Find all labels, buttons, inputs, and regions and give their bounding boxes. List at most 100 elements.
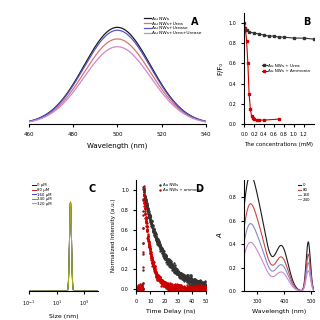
Au NWs+Urea [135, 50, 139, 54]
Au NWs + ammonia [134, 285, 138, 289]
160 [242, 240, 246, 244]
Au NWs+Urea [215, 121, 219, 125]
160 μM [94, 289, 98, 293]
Au NWs + ammonia [148, 247, 152, 251]
Au NWs [179, 274, 183, 278]
Au NWs + Ammonia [247, 92, 251, 96]
160 μM [27, 289, 31, 293]
240 μM [94, 289, 98, 293]
Au NWs + Ammonia [252, 117, 256, 121]
160 [249, 222, 252, 226]
240 μM [68, 200, 72, 204]
240 [249, 240, 252, 244]
0 μM [82, 289, 85, 293]
160 μM [59, 289, 63, 293]
0 [242, 204, 246, 208]
Line: Au NWs + Urea: Au NWs + Urea [243, 29, 315, 40]
Line: Au NWs + Ammonia: Au NWs + Ammonia [243, 22, 280, 121]
Au NWs+Urea+Urease [16, 121, 20, 125]
240 μM [96, 289, 100, 293]
80 μM [30, 289, 34, 293]
Au NWs + Ammonia [277, 117, 281, 121]
240 [291, 285, 295, 289]
Text: C: C [88, 184, 95, 194]
Au NWs+Urea+Urease [215, 121, 219, 125]
Au NWs + Urea [257, 32, 261, 36]
Au NWs + Ammonia [262, 118, 266, 122]
Au NWs + Ammonia [251, 116, 255, 120]
80 [313, 289, 317, 293]
Au NWs+Urea [16, 121, 20, 125]
0 [298, 288, 301, 292]
Au NWs [135, 41, 139, 44]
80 [274, 261, 277, 265]
Au NWs + ammonia [190, 285, 194, 289]
80 μM [94, 289, 98, 293]
Au NWs + ammonia [166, 284, 170, 287]
Au NWs+Urease [110, 29, 114, 33]
Au NWs + Urea [245, 28, 249, 32]
0 [313, 289, 317, 293]
Au NWs+Urea [211, 121, 214, 125]
Au NWs [190, 279, 194, 283]
Au NWs [180, 107, 183, 111]
0 [299, 289, 303, 292]
0 [271, 255, 275, 259]
160 μM [68, 200, 72, 204]
320 μM [61, 289, 65, 293]
Text: D: D [195, 184, 203, 194]
Au NWs [211, 121, 214, 124]
Line: 160 μM: 160 μM [29, 202, 98, 291]
Text: B: B [303, 17, 311, 27]
240 μM [27, 289, 31, 293]
Au NWs+Urea+Urease [135, 57, 139, 61]
X-axis label: Wavelength (nm): Wavelength (nm) [87, 142, 148, 149]
Au NWs [110, 27, 114, 30]
Au NWs+Urea+Urease [124, 47, 128, 51]
Au NWs [148, 220, 152, 224]
Au NWs + ammonia [204, 287, 208, 291]
240 μM [82, 289, 85, 293]
Au NWs [158, 244, 162, 248]
Line: Au NWs: Au NWs [18, 27, 217, 123]
Au NWs [175, 272, 179, 276]
160 μM [96, 289, 100, 293]
80 μM [94, 289, 98, 293]
Au NWs + Urea [277, 35, 281, 39]
Au NWs+Urea+Urease [211, 121, 214, 125]
240 [299, 289, 303, 293]
Text: A: A [191, 17, 199, 27]
0 μM [94, 289, 98, 293]
80 [298, 288, 301, 292]
Au NWs+Urease [16, 121, 20, 125]
Au NWs [115, 25, 119, 29]
Au NWs+Urea [124, 40, 128, 44]
Line: 0 μM: 0 μM [29, 202, 98, 291]
160 μM [30, 289, 34, 293]
Au NWs+Urea [115, 37, 119, 41]
320 μM [94, 289, 98, 293]
Au NWs [204, 285, 208, 289]
80 [299, 289, 303, 292]
Au NWs + Urea [262, 33, 266, 37]
Legend: Au NWs + Urea, Au NWs + Ammonia: Au NWs + Urea, Au NWs + Ammonia [260, 62, 311, 75]
Au NWs + Ammonia [248, 107, 252, 111]
Au NWs + ammonia [179, 287, 183, 291]
0 μM [61, 289, 65, 293]
320 μM [94, 289, 98, 293]
240 [250, 241, 253, 244]
Au NWs + ammonia [141, 184, 145, 188]
Au NWs + Urea [312, 37, 316, 41]
80 μM [68, 200, 72, 204]
Au NWs [215, 121, 219, 125]
Line: 160: 160 [244, 224, 315, 291]
Line: 240 μM: 240 μM [29, 202, 98, 291]
Au NWs [16, 121, 20, 125]
160 μM [82, 289, 85, 293]
Au NWs+Urea [180, 109, 183, 113]
Au NWs + Urea [242, 29, 246, 33]
Y-axis label: F/F₀: F/F₀ [217, 62, 223, 75]
Au NWs [134, 287, 138, 291]
80 [291, 282, 295, 285]
Au NWs + ammonia [135, 287, 139, 291]
